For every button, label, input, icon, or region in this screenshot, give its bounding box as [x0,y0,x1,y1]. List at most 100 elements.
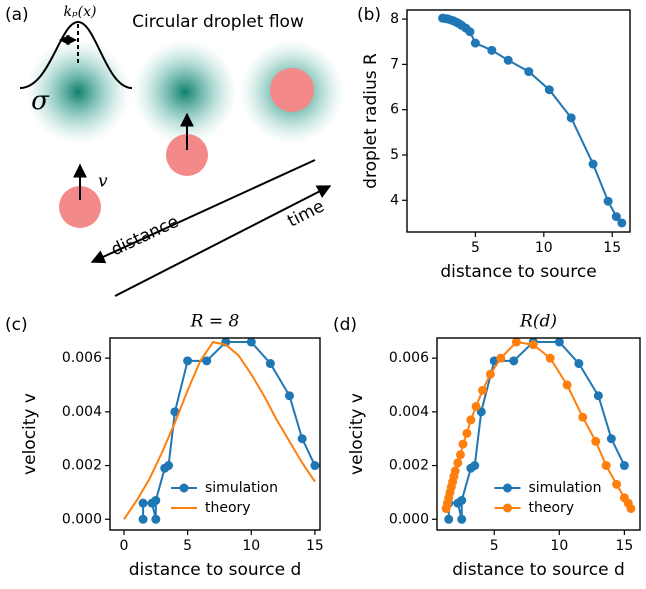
data-point [478,385,488,395]
data-point [138,498,148,508]
data-point [591,436,601,446]
y-tick-label: 0.004 [62,404,102,420]
data-point [138,514,148,524]
data-point [566,113,576,123]
data-point [265,359,275,369]
data-point [487,45,497,55]
series-line [123,340,316,520]
droplet [59,186,101,228]
data-point [183,356,193,366]
y-tick-label: 7 [390,56,399,72]
y-tick-label: 0.006 [62,350,102,366]
y-tick-label: 0.002 [389,458,429,474]
data-point [470,38,480,48]
time-label: time [284,196,327,231]
legend-label: theory [205,500,251,516]
panel: 4 5 6 7 8 5 10 15 (b) distance to source droplet r… [357,5,631,282]
data-point [554,337,564,347]
series-line [442,17,623,224]
data-point [284,391,294,401]
data-point [524,67,534,77]
series-line [447,341,626,520]
x-tick-label: 15 [306,538,324,554]
data-point [462,428,472,438]
legend-marker [179,483,189,493]
data-point [617,218,627,228]
x-tick-label: 10 [242,538,260,554]
y-axis-label: velocity v [20,393,40,475]
y-tick-label: 0.000 [62,511,102,527]
velocity-label: v [98,172,108,192]
data-point [611,212,621,222]
data-point [485,369,495,379]
data-point [151,495,161,505]
diagram: (a) Circular droplet flow kₚ(x) σ v dist… [5,4,344,297]
panel-label: (b) [357,5,381,25]
data-point [310,461,320,471]
data-point [455,450,465,460]
y-tick-label: 6 [390,102,399,118]
data-point [453,458,463,468]
data-point [509,356,519,366]
x-tick-label: 5 [490,538,499,554]
data-point [588,159,598,169]
data-point [578,412,588,422]
x-tick-label: 0 [120,538,129,554]
y-axis-label: velocity v [347,393,367,475]
data-point [562,380,572,390]
x-axis-label: distance to source [440,262,596,282]
y-tick-label: 4 [390,192,399,208]
chart-title: R(d) [519,312,557,332]
legend-label: theory [529,500,575,516]
data-point [164,461,174,471]
data-point [170,407,180,417]
kernel-label: kₚ(x) [64,4,97,20]
plot-frame [406,9,631,233]
distance-label: distance [108,212,182,261]
legend-marker [503,503,512,513]
x-tick-label: 5 [183,538,192,554]
data-point [603,196,613,206]
data-point [544,85,554,95]
x-axis-label: distance to source d [129,560,302,580]
panel-label: (c) [5,315,28,335]
series-line [142,341,316,520]
y-tick-label: 5 [390,147,399,163]
data-point [511,337,521,347]
data-point [465,27,475,37]
diagram-title: Circular droplet flow [132,12,304,32]
data-point [496,353,506,363]
data-point [626,504,636,514]
data-point [601,461,611,471]
legend-label: simulation [205,480,278,496]
data-point [297,434,307,444]
x-tick-label: 15 [603,240,621,256]
y-tick-label: 0.006 [389,350,429,366]
data-point [612,479,622,489]
data-point [246,337,256,347]
data-point [202,356,212,366]
panel: 0.000 0.002 0.004 0.006 0 5 10 15 (c) R = 8 distan… [5,312,324,581]
data-point [458,439,468,449]
data-point [545,353,555,363]
data-point [619,461,629,471]
x-axis-label: distance to source d [452,560,625,580]
data-point [606,434,616,444]
y-tick-label: 0.004 [389,404,429,420]
y-tick-label: 0.002 [62,458,102,474]
x-tick-label: 10 [535,240,553,256]
data-point [450,466,460,476]
data-point [151,514,161,524]
data-point [574,359,584,369]
y-tick-label: 8 [390,11,399,27]
plot-frame [109,337,321,531]
legend-marker [503,483,512,493]
kernel-blob [26,40,130,144]
y-axis-label: droplet radius R [361,53,381,189]
data-point [466,415,476,425]
panel-label: (d) [333,315,357,335]
y-tick-label: 0.000 [389,511,429,527]
x-tick-label: 5 [471,240,480,256]
data-point [457,514,467,524]
panel-label: (a) [5,5,29,25]
